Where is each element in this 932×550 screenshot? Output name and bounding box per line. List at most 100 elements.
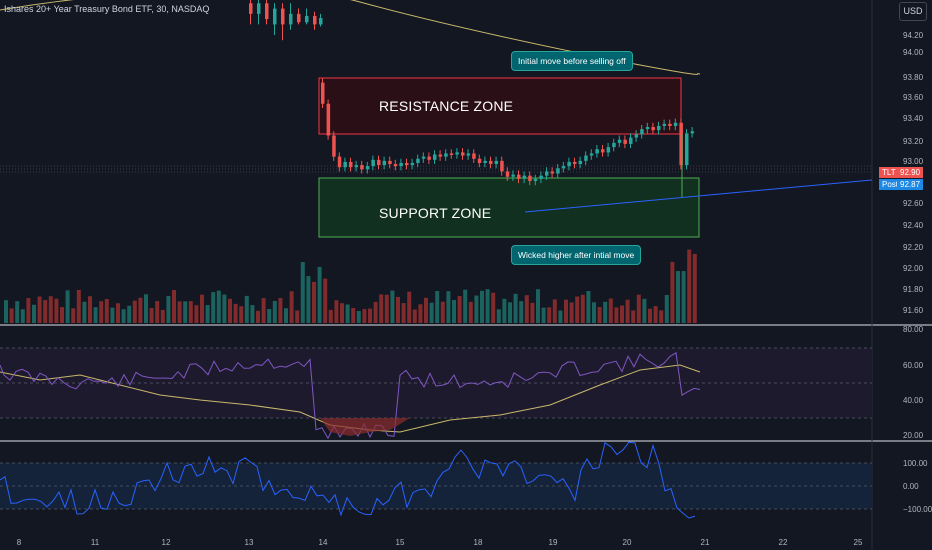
- volume-bar: [132, 300, 137, 323]
- volume-bar: [597, 307, 602, 323]
- volume-bar: [480, 290, 484, 323]
- volume-bar: [278, 298, 283, 323]
- candle-body: [354, 165, 359, 168]
- volume-bar: [88, 296, 92, 323]
- volume-bar: [558, 310, 563, 323]
- candle-body: [584, 155, 588, 161]
- volume-bar: [491, 292, 496, 323]
- currency-button[interactable]: USD: [899, 2, 927, 21]
- candle-body: [297, 13, 301, 23]
- trend-line: [524, 179, 873, 213]
- volume-bar: [379, 294, 384, 323]
- volume-bar: [648, 308, 652, 323]
- volume-bar: [261, 298, 266, 323]
- candle-body: [679, 122, 683, 166]
- price-tick-label: 92.20: [903, 243, 924, 252]
- volume-bar: [407, 291, 412, 323]
- volume-bar: [4, 300, 8, 323]
- volume-bar: [452, 300, 456, 323]
- volume-bar: [20, 309, 25, 323]
- candle-body: [668, 123, 672, 126]
- price-tick-label: 92.60: [903, 199, 924, 208]
- volume-bar: [239, 306, 244, 323]
- volume-bar: [121, 309, 126, 323]
- volume-bar: [653, 306, 658, 323]
- candle-body: [567, 161, 571, 167]
- volume-bar: [552, 299, 557, 323]
- candle-body: [388, 160, 392, 165]
- candle-body: [433, 154, 437, 160]
- volume-bar: [631, 310, 636, 323]
- volume-bar: [603, 301, 608, 323]
- volume-bar: [334, 300, 339, 323]
- volume-bar: [256, 310, 260, 323]
- candle-body: [449, 153, 454, 155]
- post-price-tag: 92.87: [897, 179, 924, 190]
- volume-bar: [429, 302, 434, 323]
- candle-body: [640, 129, 644, 135]
- price-tick-label: 92.40: [903, 221, 924, 230]
- volume-bar: [435, 291, 440, 323]
- volume-bar: [295, 310, 300, 323]
- cci-tick-label: 100.00: [903, 459, 928, 468]
- volume-bar: [463, 289, 468, 323]
- volume-bar: [692, 253, 697, 323]
- candle-body: [629, 137, 633, 144]
- candle-body: [382, 160, 387, 166]
- volume-bar: [519, 301, 524, 323]
- candle-body: [511, 174, 515, 177]
- candle-body: [332, 135, 336, 157]
- volume-bar: [323, 278, 328, 323]
- candle-body: [533, 178, 538, 181]
- candle-body: [427, 156, 431, 160]
- price-tick-label: 94.20: [903, 31, 924, 40]
- volume-bar: [37, 296, 42, 323]
- candle-body: [601, 149, 605, 153]
- volume-bar: [351, 307, 356, 323]
- moving-average-line: [0, 0, 701, 75]
- candle-body: [393, 164, 398, 167]
- time-tick-label: 20: [623, 538, 632, 547]
- price-tick-label: 93.40: [903, 114, 924, 123]
- annotation-initial-move[interactable]: Initial move before selling off: [511, 51, 633, 71]
- volume-bar: [502, 298, 507, 323]
- annotation-wicked-higher[interactable]: Wicked higher after intial move: [511, 245, 642, 265]
- cci-line: [0, 441, 696, 519]
- support-zone-label: SUPPORT ZONE: [379, 205, 492, 221]
- time-tick-label: 22: [779, 538, 788, 547]
- volume-bar: [284, 308, 288, 323]
- volume-bar: [412, 309, 417, 323]
- candle-body: [343, 161, 347, 168]
- time-tick-label: 8: [17, 538, 22, 547]
- candle-body: [612, 142, 616, 148]
- candle-body: [360, 165, 364, 170]
- cci-band: [0, 463, 872, 509]
- volume-bar: [244, 295, 249, 323]
- candle-body: [545, 171, 549, 176]
- volume-bar: [575, 296, 580, 323]
- candle-body: [623, 139, 627, 144]
- candle-body: [365, 166, 370, 170]
- volume-bar: [76, 289, 81, 323]
- volume-bar: [340, 303, 344, 323]
- candle-body: [273, 8, 277, 25]
- volume-bar: [233, 303, 238, 323]
- volume-bar: [71, 308, 76, 323]
- volume-bar: [440, 301, 445, 323]
- candle-body: [305, 15, 309, 23]
- candle-body: [405, 162, 409, 166]
- price-tick-label: 93.80: [903, 73, 924, 82]
- volume-bar: [82, 301, 87, 323]
- candle-body: [337, 156, 342, 168]
- volume-bar: [267, 309, 272, 323]
- price-tick-label: 91.80: [903, 285, 924, 294]
- candle-body: [617, 139, 622, 143]
- volume-bar: [681, 271, 686, 323]
- volume-bar: [289, 291, 294, 323]
- volume-bar: [306, 276, 311, 323]
- candle-body: [517, 174, 521, 179]
- candle-body: [595, 149, 599, 154]
- volume-bar: [138, 297, 143, 323]
- resistance-zone: [318, 77, 682, 135]
